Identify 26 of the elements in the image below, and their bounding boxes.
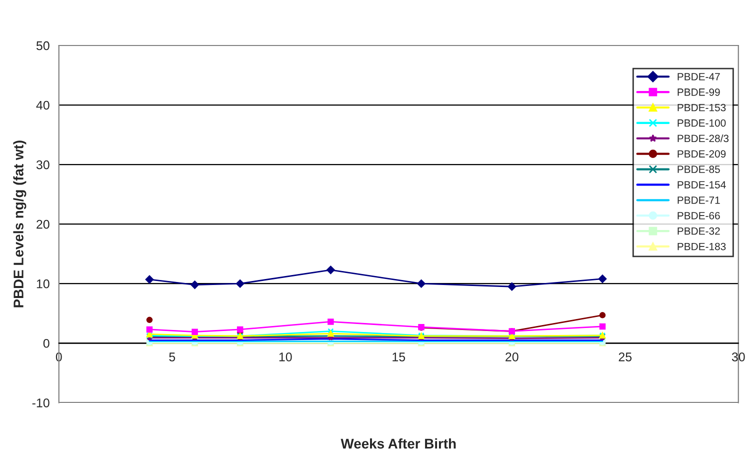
legend-label: PBDE-209 [678, 150, 726, 158]
legend-label: PBDE-28/3 [678, 134, 729, 142]
x-tick-label: 10 [279, 352, 292, 362]
legend-label: PBDE-100 [678, 119, 726, 127]
legend-label: PBDE-183 [678, 242, 726, 250]
x-tick-label: 25 [618, 352, 632, 362]
legend-label: PBDE-32 [678, 227, 720, 235]
x-axis-title: Weeks After Birth [340, 438, 456, 449]
y-tick-label: -10 [32, 398, 50, 408]
legend-label: PBDE-99 [678, 88, 720, 96]
y-tick-label: 20 [36, 220, 50, 229]
legend-label: PBDE-71 [678, 196, 720, 204]
legend-label: PBDE-85 [678, 166, 720, 174]
x-tick-label: 5 [169, 352, 176, 362]
y-tick-label: 10 [36, 279, 50, 288]
x-tick-label: 20 [506, 352, 518, 362]
legend-label: PBDE-153 [678, 104, 726, 112]
y-tick-label: 30 [36, 160, 50, 170]
y-axis-title: PBDE Levels ng/g (fat wt) [13, 140, 26, 308]
legend-label: PBDE-66 [678, 212, 720, 220]
y-tick-label: 40 [36, 100, 50, 110]
legend-label: PBDE-47 [678, 73, 720, 80]
y-tick-label: 0 [43, 338, 50, 348]
legend-label: PBDE-154 [678, 181, 726, 188]
x-tick-label: 15 [392, 352, 406, 362]
y-tick-label: 50 [36, 41, 50, 50]
